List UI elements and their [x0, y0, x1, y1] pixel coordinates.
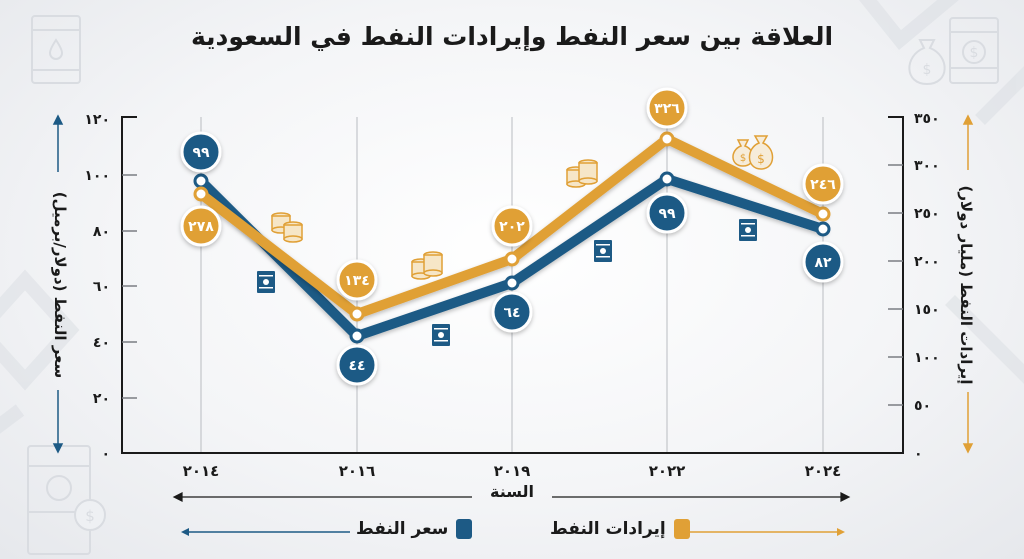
right-tick-300: ٣٠٠ — [914, 158, 940, 174]
price-label-2014: ٩٩ — [192, 145, 210, 161]
price-badges — [180, 131, 844, 386]
left-tick-60: ٦٠ — [93, 279, 110, 295]
svg-text:$: $ — [85, 507, 95, 525]
right-axis-ticks — [888, 164, 903, 406]
decorative-diamonds — [0, 0, 1024, 434]
revenue-label-2022: ٣٢٦ — [654, 101, 680, 117]
revenue-label-2024: ٢٤٦ — [810, 177, 836, 193]
left-tick-20: ٢٠ — [93, 391, 110, 407]
right-tick-250: ٢٥٠ — [914, 206, 940, 222]
revenue-label-2014: ٢٧٨ — [188, 219, 214, 235]
right-axis-title: إيرادات النفط (مليار دولار) — [957, 185, 975, 385]
left-tick-120: ١٢٠ — [84, 112, 110, 128]
x-tick-2016: ٢٠١٦ — [339, 462, 376, 480]
left-tick-40: ٤٠ — [93, 335, 110, 351]
right-tick-0: ٠ — [914, 446, 923, 462]
price-label-2022: ٩٩ — [658, 206, 676, 222]
right-tick-350: ٣٥٠ — [914, 111, 940, 127]
coin-stack-icon — [271, 159, 598, 280]
left-tick-100: ١٠٠ — [84, 168, 110, 184]
left-tick-80: ٨٠ — [93, 224, 110, 240]
svg-text:$: $ — [757, 152, 765, 166]
left-tick-0: ٠ — [101, 446, 110, 462]
left-axis-ticks — [122, 174, 137, 399]
price-label-2016: ٤٤ — [348, 358, 365, 374]
legend-arrows — [181, 528, 845, 536]
legend-item-price: سعر النفط — [356, 519, 473, 539]
price-label-2024: ٨٢ — [814, 255, 832, 271]
revenue-markers — [193, 131, 831, 322]
x-tick-2014: ٢٠١٤ — [183, 462, 220, 480]
x-tick-2024: ٢٠٢٤ — [805, 462, 842, 480]
right-tick-200: ٢٠٠ — [914, 254, 940, 270]
chart-title: العلاقة بين سعر النفط وإيرادات النفط في … — [190, 22, 834, 51]
legend-label-revenue: إيرادات النفط — [550, 519, 666, 539]
oil-barrel-dollar-icon: $ — [27, 445, 106, 555]
price-markers — [193, 171, 831, 344]
money-bag-barrel-icon: $ $ — [908, 17, 999, 86]
oil-barrel-small-icon — [257, 219, 757, 346]
revenue-label-2019: ٢٠٢ — [499, 219, 525, 235]
revenue-label-2016: ١٣٤ — [344, 273, 370, 289]
left-axis-arrows — [52, 114, 64, 454]
right-tick-50: ٥٠ — [914, 398, 931, 414]
left-axis-title: سعر النفط (دولار/برميل) — [51, 191, 69, 379]
legend-label-price: سعر النفط — [356, 519, 449, 539]
money-bags-icon: $ $ — [732, 135, 774, 170]
legend-swatch-revenue — [673, 519, 690, 539]
x-axis-title: السنة — [489, 482, 535, 501]
revenue-badges — [180, 87, 844, 301]
right-tick-100: ١٠٠ — [914, 350, 940, 366]
x-tick-2022: ٢٠٢٢ — [649, 462, 686, 480]
right-axis-arrows — [962, 114, 974, 454]
axes — [121, 116, 904, 454]
legend-swatch-price — [456, 519, 473, 539]
price-label-2019: ٦٤ — [503, 305, 520, 321]
svg-text:$: $ — [740, 153, 746, 164]
x-tick-2019: ٢٠١٩ — [494, 462, 531, 480]
legend-item-revenue: إيرادات النفط — [550, 519, 690, 539]
right-tick-150: ١٥٠ — [914, 302, 940, 318]
svg-text:$: $ — [923, 62, 932, 78]
x-axis-arrows — [172, 492, 851, 502]
svg-text:$: $ — [970, 45, 979, 61]
oil-barrel-icon — [31, 15, 81, 84]
